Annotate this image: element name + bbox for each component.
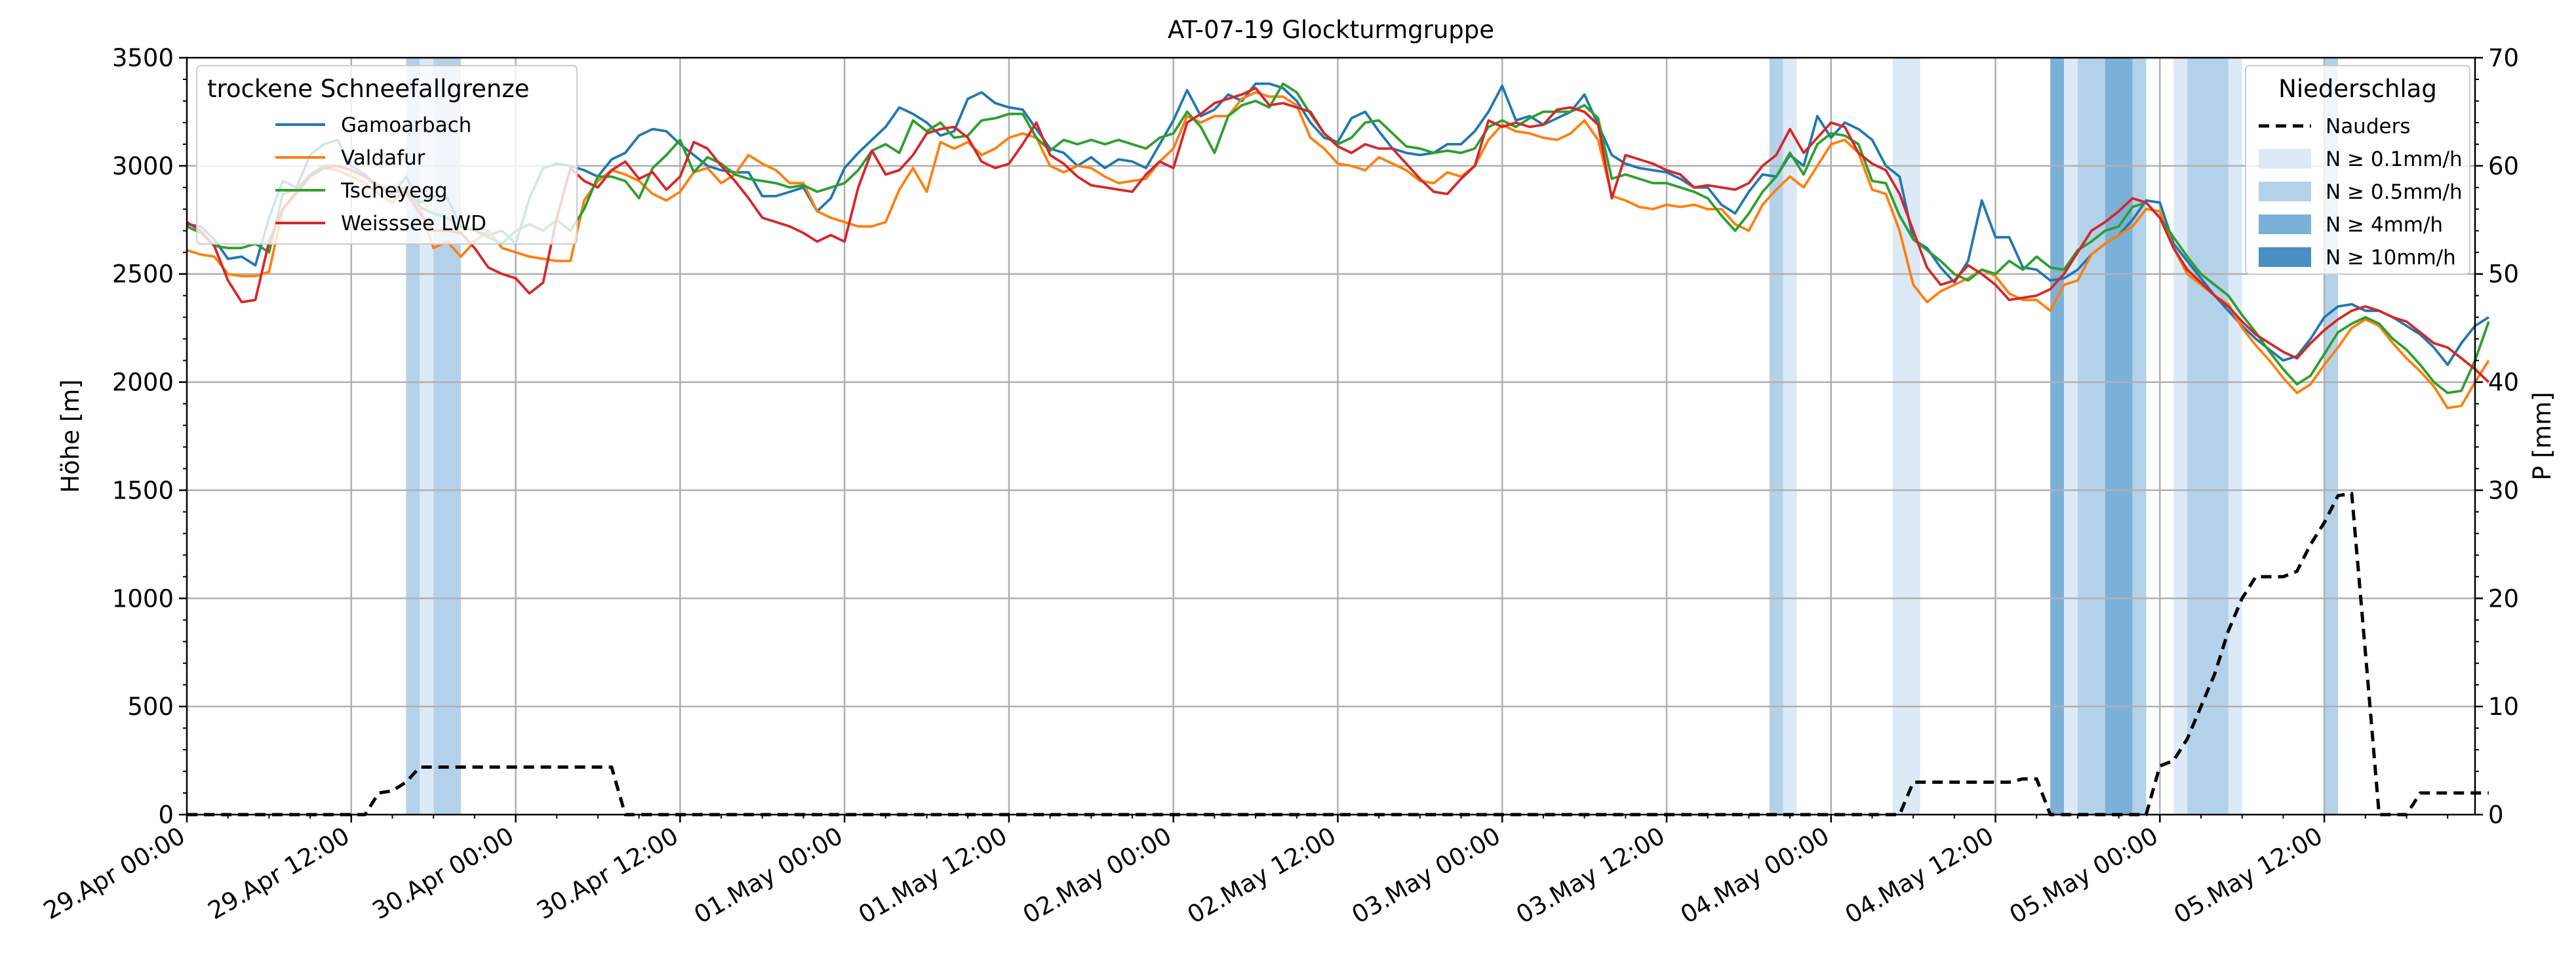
legend-swatch bbox=[2259, 247, 2311, 267]
legend-swatch bbox=[2259, 182, 2311, 201]
plot-frame bbox=[186, 56, 2476, 816]
x-tick-label: 01.May 00:00 bbox=[689, 822, 847, 929]
precip-band bbox=[2228, 58, 2242, 815]
precip-band bbox=[2077, 58, 2105, 815]
precip-band bbox=[406, 58, 420, 815]
x-tick-label: 01.May 12:00 bbox=[854, 822, 1012, 929]
precip-band bbox=[2064, 58, 2078, 815]
legend-swatch bbox=[2259, 149, 2311, 169]
legend-label: Tscheyegg bbox=[340, 179, 448, 203]
x-tick-label: 30.Apr 00:00 bbox=[368, 822, 519, 925]
y2-tick-label: 40 bbox=[2488, 369, 2519, 397]
legend-stations-items: Gamoarbach Valdafur Tscheyegg Weisssee LWD bbox=[275, 113, 486, 235]
x-tick-label: 04.May 12:00 bbox=[1840, 822, 1998, 929]
y2-tick-label: 30 bbox=[2488, 476, 2519, 504]
x-tick-label: 05.May 00:00 bbox=[2005, 822, 2163, 929]
legend-swatch bbox=[2259, 214, 2311, 234]
y-tick-label: 2500 bbox=[112, 260, 174, 289]
chart-title: AT-07-19 Glockturmgruppe bbox=[1168, 16, 1494, 44]
legend-stations: trockene Schneefallgrenze Gamoarbach Vald… bbox=[196, 65, 578, 245]
y2-tick-label: 60 bbox=[2488, 152, 2519, 180]
y2-tick-label: 0 bbox=[2488, 801, 2504, 829]
legend-label: N ≥ 10mm/h bbox=[2326, 246, 2456, 270]
y2-tick-label: 70 bbox=[2488, 44, 2519, 72]
legend-label: N ≥ 0.5mm/h bbox=[2326, 180, 2463, 204]
legend-label: Gamoarbach bbox=[341, 113, 471, 137]
legend-label: Valdafur bbox=[341, 146, 426, 170]
x-tick-label: 03.May 00:00 bbox=[1347, 822, 1505, 929]
precip-band bbox=[1769, 58, 1783, 815]
precip-band bbox=[1783, 58, 1797, 815]
precip-band bbox=[2132, 58, 2147, 815]
x-tick-label: 04.May 00:00 bbox=[1676, 822, 1834, 929]
y-tick-label: 3500 bbox=[112, 44, 174, 72]
y-tick-label: 500 bbox=[127, 693, 174, 721]
precip-band bbox=[2173, 58, 2188, 815]
x-tick-label: 30.Apr 12:00 bbox=[532, 822, 683, 925]
x-tick-label: 02.May 00:00 bbox=[1018, 822, 1176, 929]
precip-band bbox=[1892, 58, 1920, 815]
legend-precipitation: Niederschlag Nauders N ≥ 0.1mm/h N ≥ 0.5mm… bbox=[2245, 65, 2470, 275]
y2-tick-label: 10 bbox=[2488, 693, 2519, 721]
precip-band bbox=[2105, 58, 2133, 815]
x-tick-label: 02.May 12:00 bbox=[1183, 822, 1341, 929]
y-tick-label: 0 bbox=[158, 801, 174, 829]
y-tick-label: 1500 bbox=[112, 476, 174, 504]
precip-band bbox=[2187, 58, 2229, 815]
legend-label: Weisssee LWD bbox=[341, 212, 486, 235]
y-axis-label: Höhe [m] bbox=[56, 379, 85, 493]
legend-label: N ≥ 0.1mm/h bbox=[2326, 148, 2463, 171]
legend-stations-title: trockene Schneefallgrenze bbox=[207, 75, 530, 103]
y2-tick-label: 50 bbox=[2488, 260, 2519, 289]
y2-tick-label: 20 bbox=[2488, 584, 2519, 613]
legend-precipitation-items: Nauders N ≥ 0.1mm/h N ≥ 0.5mm/h N ≥ 4mm/h N … bbox=[2259, 115, 2463, 270]
x-tick-label: 03.May 12:00 bbox=[1511, 822, 1669, 929]
y-tick-label: 2000 bbox=[112, 369, 174, 397]
legend-precipitation-title: Niederschlag bbox=[2278, 75, 2437, 103]
y-tick-label: 3000 bbox=[112, 152, 174, 180]
x-tick-label: 29.Apr 12:00 bbox=[203, 822, 354, 925]
legend-label: Nauders bbox=[2326, 115, 2410, 138]
series-line-valdafur bbox=[186, 91, 2490, 409]
precip-band bbox=[2050, 58, 2065, 815]
legend-stations-box bbox=[196, 65, 578, 245]
legend-label: N ≥ 4mm/h bbox=[2326, 213, 2443, 237]
y2-axis-label: P [mm] bbox=[2528, 392, 2556, 480]
y-tick-label: 1000 bbox=[112, 584, 174, 613]
series-line-nauders bbox=[187, 491, 2489, 817]
precip-band bbox=[420, 58, 434, 815]
x-tick-label: 29.Apr 00:00 bbox=[39, 822, 189, 925]
precipitation-bands bbox=[406, 58, 2339, 815]
x-tick-label: 05.May 12:00 bbox=[2169, 822, 2327, 929]
